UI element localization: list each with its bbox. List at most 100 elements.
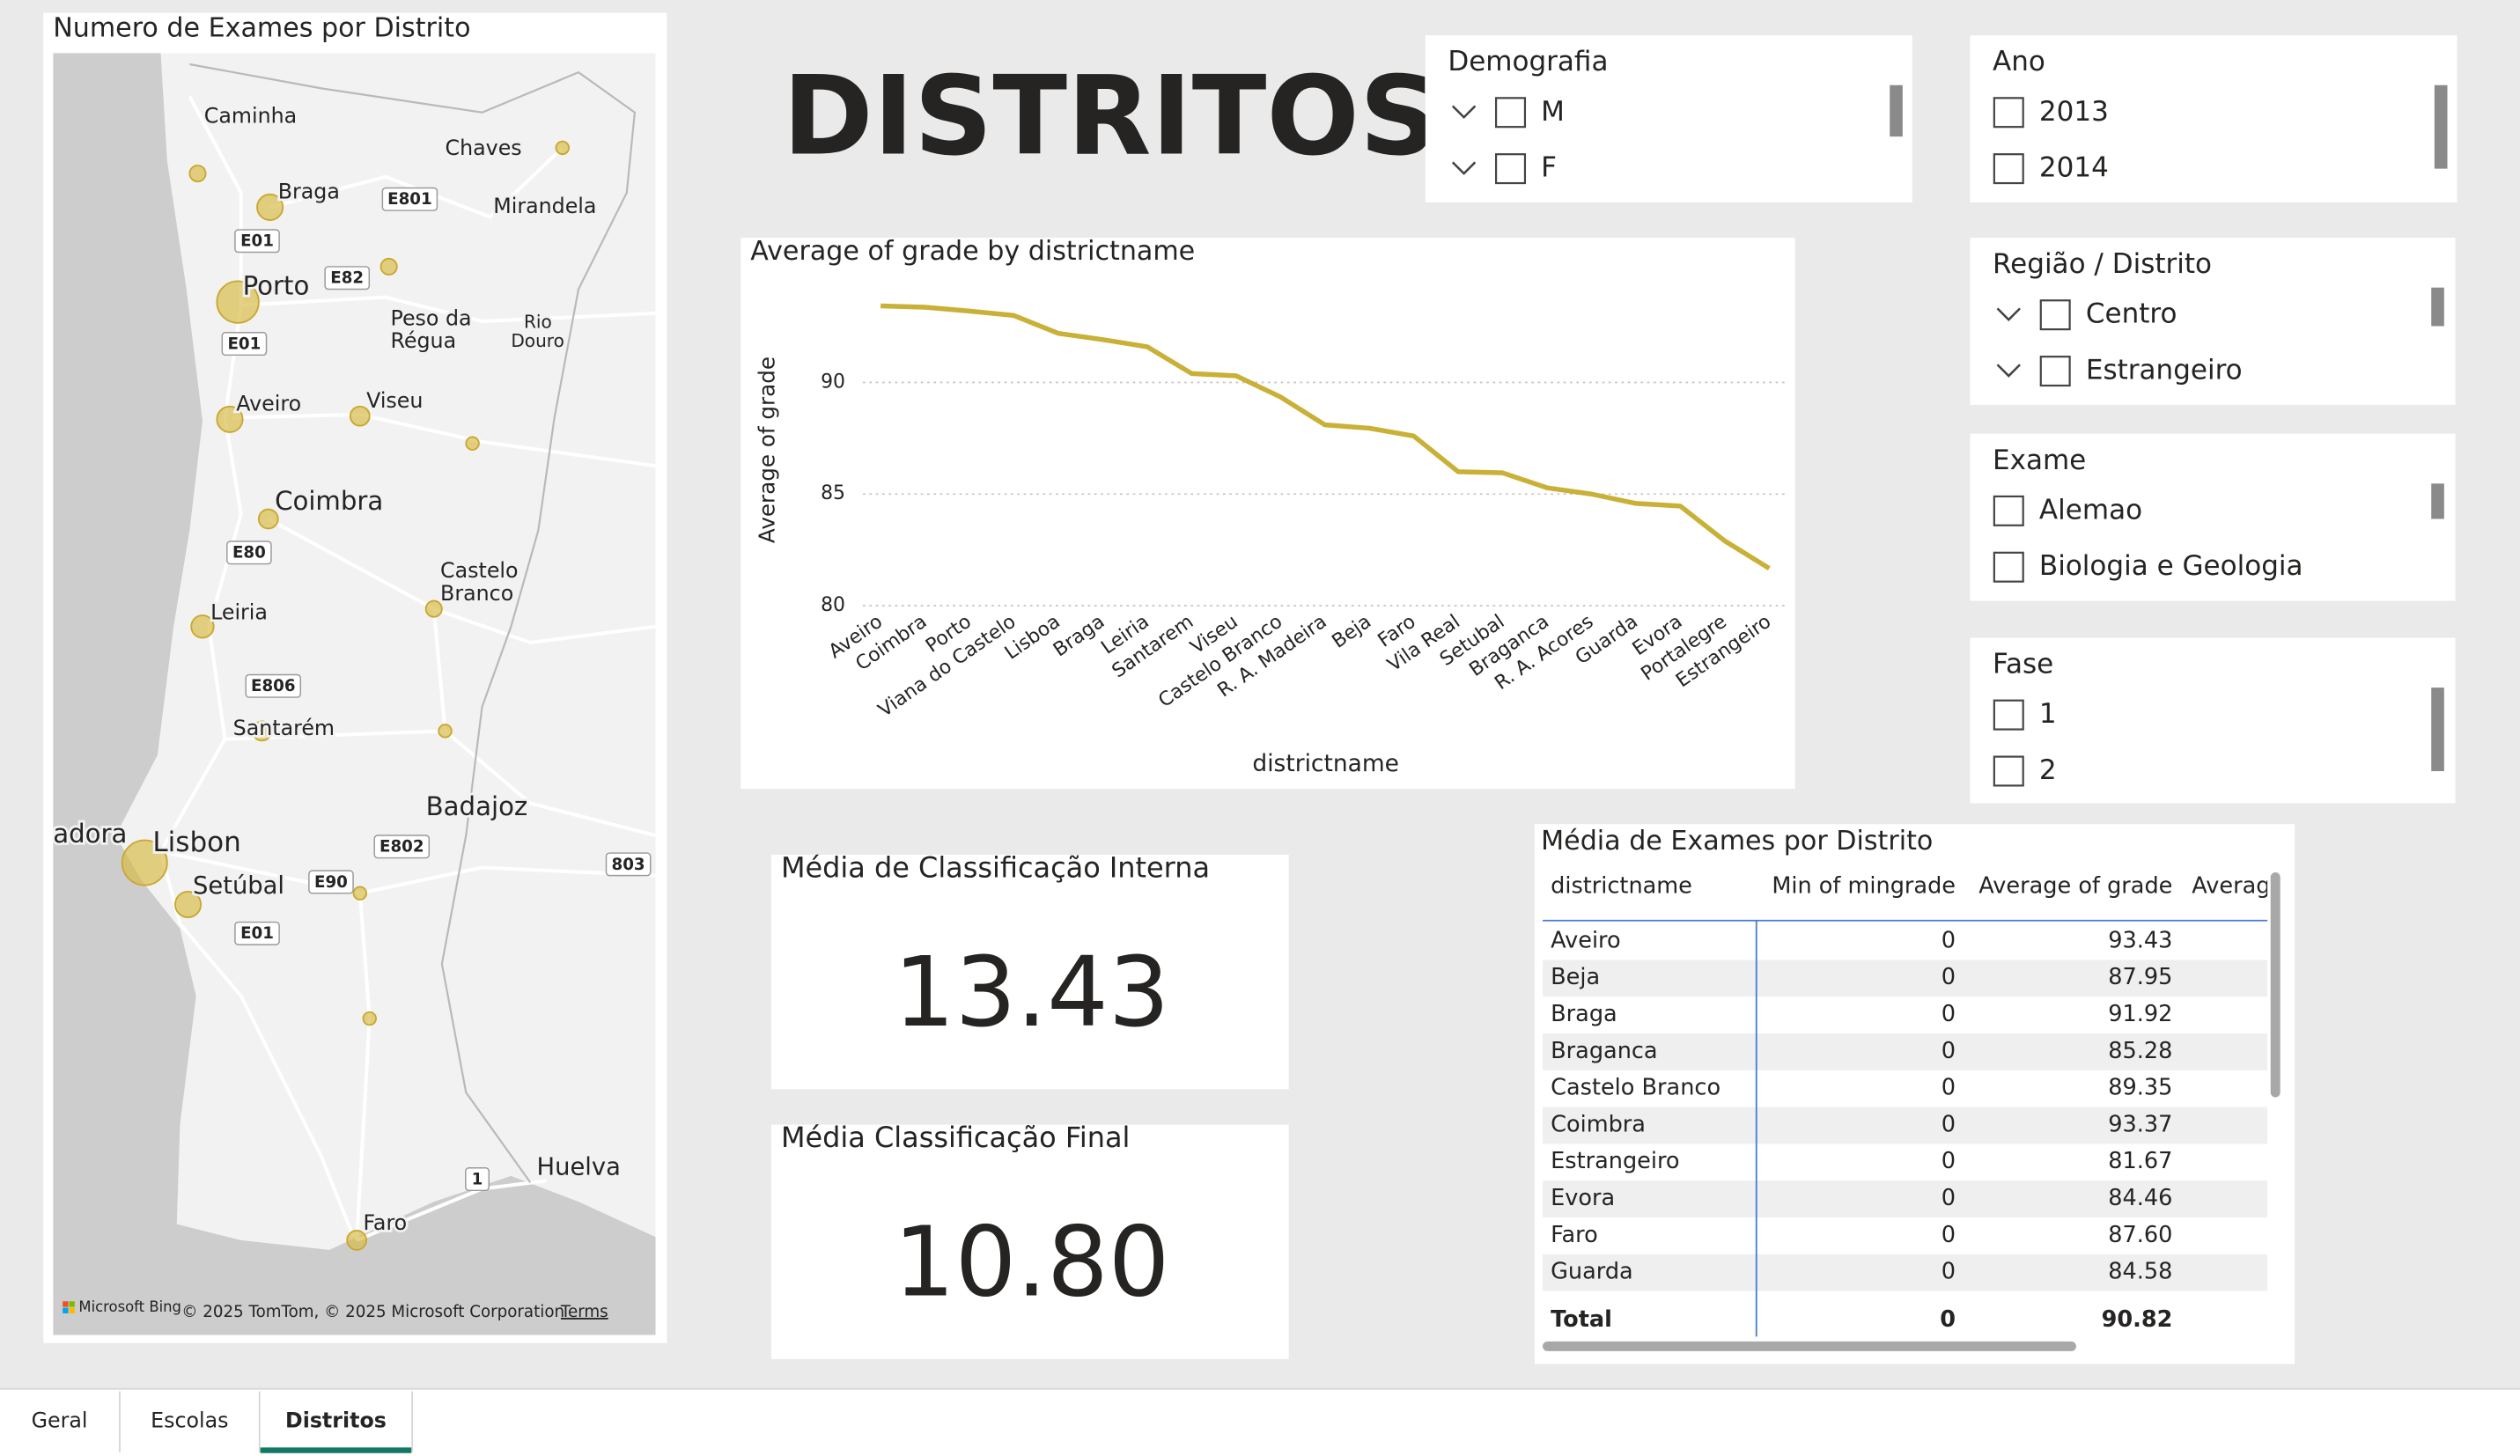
table-cell: Evora — [1551, 1185, 1615, 1211]
map-bubble[interactable] — [174, 890, 203, 918]
slicer-item[interactable]: 2014 — [2039, 152, 2109, 184]
map-place-label: Santarém — [233, 716, 335, 740]
table-cell: 0 — [1942, 1185, 1956, 1211]
slicer-panel — [1970, 433, 2456, 601]
line-series — [881, 303, 1771, 571]
map-brand: Microsoft Bing — [78, 1298, 181, 1315]
slicer-checkbox[interactable] — [1993, 699, 2024, 731]
map-bubble[interactable] — [438, 724, 453, 739]
road-shield — [234, 921, 280, 945]
slicer-checkbox[interactable] — [1993, 495, 2024, 526]
card-panel — [771, 1124, 1289, 1359]
table-cell: 0 — [1942, 1001, 1956, 1027]
column-header[interactable]: districtname — [1551, 872, 1692, 899]
expand-chevron[interactable] — [1451, 105, 1477, 120]
column-header[interactable]: Average of grade — [1978, 872, 2172, 899]
y-tick-label: 80 — [821, 594, 845, 616]
column-header[interactable]: Averag — [2192, 872, 2270, 899]
map-place-label: Mirandela — [493, 194, 596, 218]
road-shield — [226, 540, 272, 565]
map-place-label: Chaves — [446, 136, 522, 160]
slicer-checkbox[interactable] — [1494, 153, 1527, 185]
slicer-item[interactable]: 1 — [2039, 698, 2057, 730]
map-road — [267, 517, 656, 645]
road-shield — [245, 673, 302, 698]
slicer-checkbox[interactable] — [1993, 97, 2024, 129]
map-bubble[interactable] — [349, 405, 371, 427]
y-tick-label: 90 — [821, 371, 845, 393]
map-place-label: adora — [53, 819, 127, 849]
map-bubble[interactable] — [257, 508, 279, 530]
table-cell: Estrangeiro — [1551, 1148, 1679, 1174]
page-tab[interactable]: Geral — [32, 1408, 88, 1433]
total-cell: 0 — [1940, 1306, 1956, 1333]
road-label: E01 — [240, 232, 274, 251]
slicer-title: Exame — [1993, 445, 2086, 476]
map-bubble[interactable] — [216, 405, 244, 433]
table-cell: 85.28 — [2108, 1038, 2172, 1064]
card-value: 13.43 — [894, 936, 1169, 1048]
expand-chevron[interactable] — [1451, 161, 1477, 175]
slicer-item[interactable]: Estrangeiro — [2086, 355, 2243, 386]
slicer-checkbox[interactable] — [1993, 551, 2024, 583]
road-label: E90 — [314, 873, 348, 892]
table-cell: 0 — [1942, 1038, 1956, 1064]
slicer-item[interactable]: 2013 — [2039, 96, 2109, 128]
tab-bar — [0, 1387, 2520, 1456]
map-bubble[interactable] — [188, 165, 207, 183]
row-band — [1543, 1254, 2268, 1291]
slicer-item[interactable]: 2 — [2039, 754, 2057, 786]
h-scrollbar[interactable] — [1543, 1341, 2076, 1351]
map-bubble[interactable] — [346, 1230, 368, 1251]
slicer-checkbox[interactable] — [2039, 356, 2071, 387]
road-label: E801 — [387, 190, 432, 209]
road-label: E802 — [379, 838, 424, 857]
page-tab[interactable]: Distritos — [285, 1408, 387, 1433]
map-place-label: Faro — [363, 1210, 407, 1235]
table: districtname Min of mingrade Average of gr… — [1539, 872, 2270, 1347]
slicer-checkbox[interactable] — [2039, 299, 2071, 331]
y-axis-title: Average of grade — [754, 357, 779, 543]
map-place-label: Aveiro — [236, 391, 301, 415]
slicer-item[interactable]: Centro — [2086, 298, 2177, 330]
map-bubble[interactable] — [352, 886, 368, 901]
map-place-label: Porto — [243, 271, 310, 301]
road-shield — [381, 187, 438, 211]
map-bubble[interactable] — [251, 720, 273, 742]
map-bubble[interactable] — [216, 280, 260, 324]
map-bubble[interactable] — [424, 599, 443, 618]
map-bubble[interactable] — [256, 193, 284, 221]
slicer-checkbox[interactable] — [1494, 97, 1527, 129]
row-band — [1543, 1033, 2268, 1070]
page-title: DISTRITOS — [783, 54, 1438, 180]
expand-chevron[interactable] — [1996, 307, 2021, 321]
slicer-item[interactable]: Biologia e Geologia — [2039, 550, 2303, 582]
road-shield — [234, 229, 280, 254]
page-tab[interactable]: Escolas — [151, 1408, 228, 1433]
map-terms[interactable]: Terms — [560, 1303, 608, 1321]
v-scrollbar[interactable] — [2270, 871, 2281, 1098]
slicer-scrollbar — [2434, 85, 2448, 169]
map-bubble[interactable] — [121, 839, 168, 886]
map-bubble[interactable] — [362, 1011, 377, 1026]
road-label: E80 — [232, 544, 266, 563]
row-band — [1543, 1180, 2268, 1217]
map-bubble[interactable] — [555, 140, 570, 156]
column-header[interactable]: Min of mingrade — [1772, 872, 1956, 899]
expand-chevron[interactable] — [1996, 364, 2021, 378]
road-shield — [605, 852, 652, 877]
slicer-checkbox[interactable] — [1993, 755, 2024, 787]
map-bubble[interactable] — [190, 614, 215, 639]
slicer-item[interactable]: M — [1541, 96, 1565, 128]
map-bubble[interactable] — [379, 257, 398, 276]
slicer-item[interactable]: F — [1541, 152, 1557, 184]
map-road — [232, 412, 656, 468]
map-bubble[interactable] — [465, 436, 480, 451]
map-road — [160, 849, 656, 895]
slicer-checkbox[interactable] — [1993, 153, 2024, 185]
map-place-label: Rio — [524, 311, 552, 332]
bing-logo — [63, 1301, 69, 1307]
slicer-item[interactable]: Alemao — [2039, 494, 2142, 526]
table-cell: Braga — [1551, 1001, 1617, 1027]
